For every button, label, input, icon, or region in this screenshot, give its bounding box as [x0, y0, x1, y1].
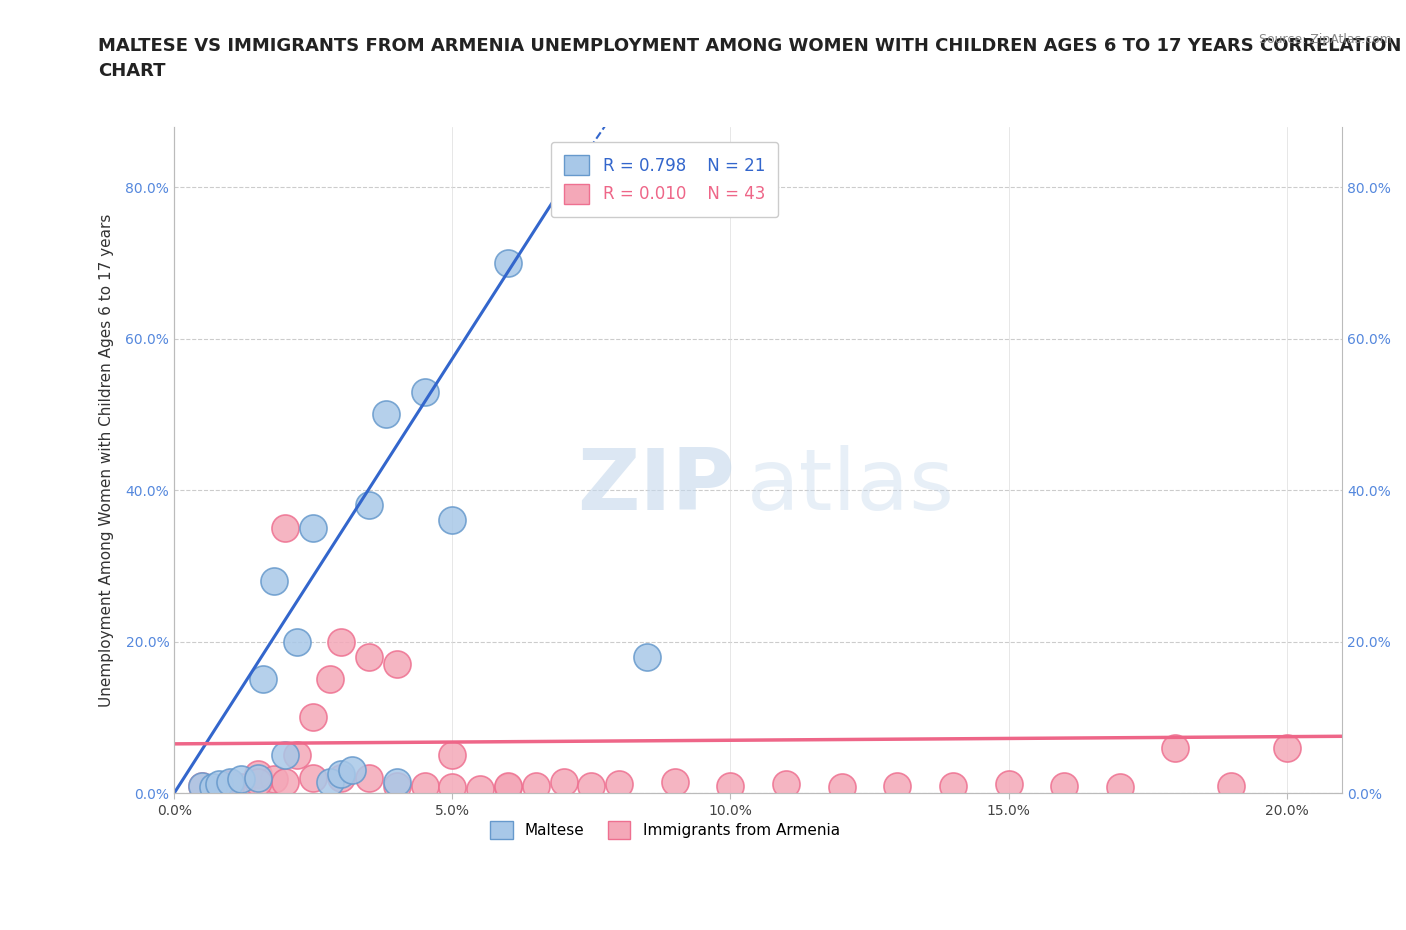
- Point: [229, 772, 252, 787]
- Legend: Maltese, Immigrants from Armenia: Maltese, Immigrants from Armenia: [484, 815, 846, 845]
- Point: [357, 498, 380, 512]
- Point: [208, 777, 231, 791]
- Point: [319, 775, 342, 790]
- Point: [285, 748, 308, 763]
- Point: [218, 775, 240, 790]
- Point: [218, 777, 240, 791]
- Point: [441, 513, 464, 528]
- Point: [274, 521, 297, 536]
- Point: [218, 779, 240, 794]
- Point: [385, 775, 408, 790]
- Point: [1053, 778, 1076, 793]
- Point: [319, 672, 342, 687]
- Point: [208, 782, 231, 797]
- Point: [1220, 778, 1243, 793]
- Point: [191, 778, 214, 793]
- Point: [246, 766, 269, 781]
- Point: [1164, 740, 1187, 755]
- Point: [1275, 740, 1298, 755]
- Point: [468, 782, 491, 797]
- Point: [385, 778, 408, 793]
- Point: [720, 778, 742, 793]
- Point: [553, 775, 575, 790]
- Point: [496, 778, 519, 793]
- Point: [496, 779, 519, 794]
- Point: [229, 779, 252, 794]
- Point: [302, 770, 325, 785]
- Point: [274, 775, 297, 790]
- Point: [831, 779, 853, 794]
- Text: MALTESE VS IMMIGRANTS FROM ARMENIA UNEMPLOYMENT AMONG WOMEN WITH CHILDREN AGES 6: MALTESE VS IMMIGRANTS FROM ARMENIA UNEMP…: [98, 37, 1402, 80]
- Point: [607, 777, 630, 791]
- Point: [330, 634, 353, 649]
- Point: [997, 777, 1019, 791]
- Point: [524, 778, 547, 793]
- Point: [775, 777, 797, 791]
- Point: [263, 574, 285, 589]
- Point: [191, 778, 214, 793]
- Point: [413, 384, 436, 399]
- Point: [357, 770, 380, 785]
- Point: [886, 778, 908, 793]
- Point: [263, 772, 285, 787]
- Point: [374, 407, 396, 422]
- Point: [302, 710, 325, 724]
- Point: [441, 748, 464, 763]
- Point: [285, 634, 308, 649]
- Point: [274, 748, 297, 763]
- Point: [496, 256, 519, 271]
- Point: [246, 775, 269, 790]
- Point: [302, 521, 325, 536]
- Point: [340, 763, 363, 777]
- Point: [252, 672, 274, 687]
- Point: [1108, 779, 1130, 794]
- Point: [441, 779, 464, 794]
- Point: [357, 649, 380, 664]
- Point: [208, 782, 231, 797]
- Point: [636, 649, 658, 664]
- Point: [330, 770, 353, 785]
- Point: [581, 778, 603, 793]
- Point: [942, 778, 965, 793]
- Text: Source: ZipAtlas.com: Source: ZipAtlas.com: [1258, 33, 1392, 46]
- Point: [664, 775, 686, 790]
- Y-axis label: Unemployment Among Women with Children Ages 6 to 17 years: Unemployment Among Women with Children A…: [100, 213, 114, 707]
- Text: ZIP: ZIP: [576, 445, 735, 528]
- Point: [330, 766, 353, 781]
- Point: [246, 770, 269, 785]
- Point: [413, 778, 436, 793]
- Text: atlas: atlas: [747, 445, 955, 528]
- Point: [202, 779, 225, 794]
- Point: [385, 657, 408, 671]
